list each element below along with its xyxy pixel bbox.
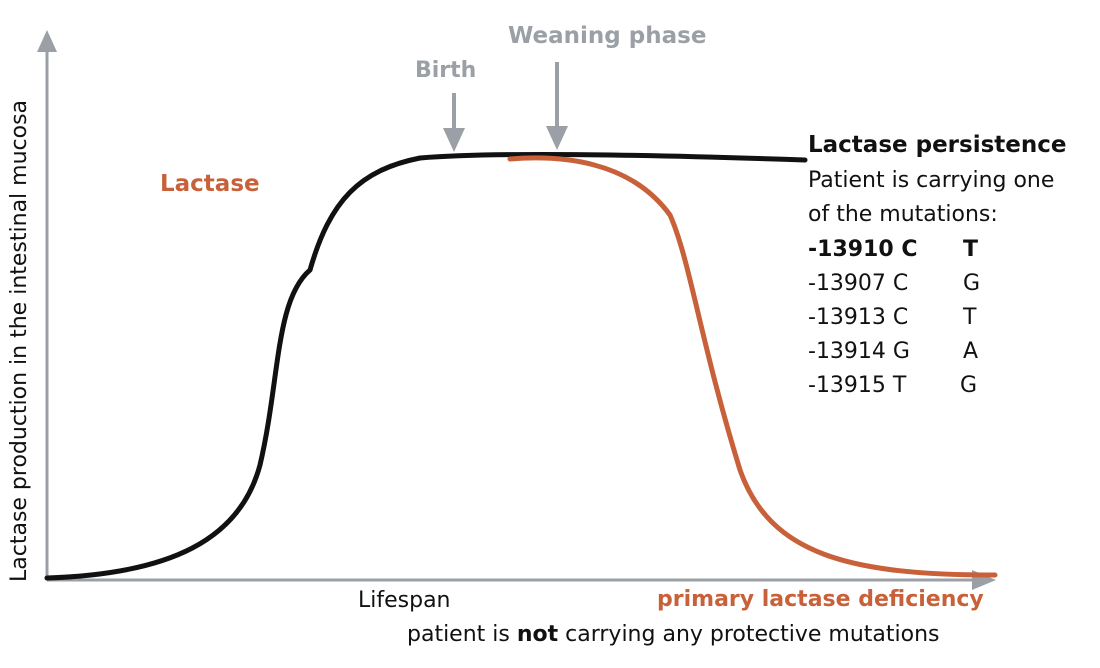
weaning-label: Weaning phase xyxy=(508,23,707,49)
persistence-curve xyxy=(44,151,808,581)
deficiency-desc-pre: patient is xyxy=(407,622,517,647)
lactase-curve-label: Lactase xyxy=(160,171,260,197)
persistence-desc-line2: of the mutations: xyxy=(808,202,998,227)
mutation-alternate-allele: T xyxy=(963,305,977,330)
mutation-alternate-allele: G xyxy=(963,271,981,296)
mutation-position: -13914 G xyxy=(808,339,910,364)
deficiency-desc-not: not xyxy=(516,622,559,647)
birth-label: Birth xyxy=(415,58,477,83)
mutation-alternate-allele: G xyxy=(960,373,978,398)
deficiency-desc-post: carrying any protective mutations xyxy=(558,622,940,647)
weaning-arrow-head xyxy=(546,126,568,150)
deficiency-desc: patient is not carrying any protective m… xyxy=(407,624,940,646)
mutation-position: -13910 C xyxy=(808,237,918,262)
deficiency-title: primary lactase deficiency xyxy=(657,587,984,612)
persistence-desc-line1: Patient is carrying one xyxy=(808,168,1055,193)
mutation-alternate-allele: A xyxy=(963,339,979,364)
mutation-position: -13907 C xyxy=(808,271,909,296)
x-axis-label: Lifespan xyxy=(358,588,451,613)
y-axis-arrowhead xyxy=(37,30,57,52)
mutation-alternate-allele: T xyxy=(963,237,979,262)
mutation-position: -13915 T xyxy=(808,373,907,398)
birth-arrow-head xyxy=(443,128,465,152)
deficiency-curve xyxy=(507,155,998,578)
mutation-position: -13913 C xyxy=(808,305,909,330)
persistence-title: Lactase persistence xyxy=(808,132,1067,158)
y-axis-label: Lactase production in the intestinal muc… xyxy=(7,99,32,582)
